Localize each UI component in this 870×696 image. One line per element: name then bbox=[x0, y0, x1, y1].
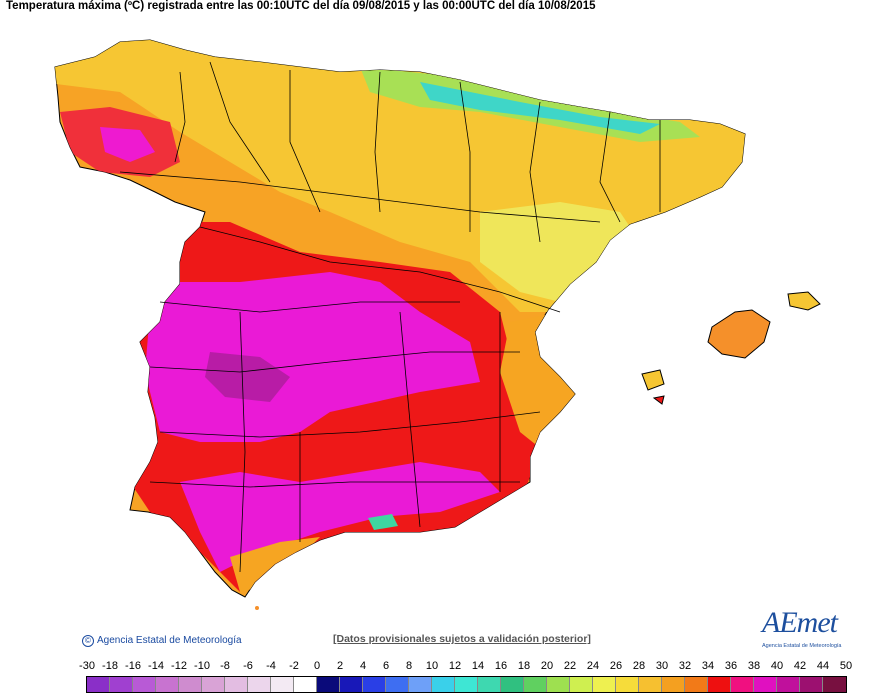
legend-color-swatch bbox=[317, 677, 340, 692]
legend-color-swatch bbox=[524, 677, 547, 692]
legend-label: 40 bbox=[770, 660, 784, 672]
legend-color-swatch bbox=[593, 677, 616, 692]
legend-color-swatch bbox=[478, 677, 501, 692]
legend-color-swatch bbox=[754, 677, 777, 692]
legend-color-swatch bbox=[248, 677, 271, 692]
island-mallorca bbox=[707, 309, 771, 359]
legend-color-swatch bbox=[731, 677, 754, 692]
legend-color-swatch bbox=[202, 677, 225, 692]
legend-label: 42 bbox=[793, 660, 807, 672]
legend-color-swatch bbox=[685, 677, 708, 692]
province-borders bbox=[119, 61, 661, 573]
legend-label: 20 bbox=[540, 660, 554, 672]
zone-magenta-core bbox=[145, 272, 480, 442]
legend-label: 16 bbox=[494, 660, 508, 672]
agency-credit[interactable]: © Agencia Estatal de Meteorología bbox=[82, 635, 242, 647]
zone-magenta-south bbox=[180, 462, 500, 572]
legend-label: -16 bbox=[125, 660, 141, 672]
legend-label: 0 bbox=[313, 660, 321, 672]
legend-label: 6 bbox=[382, 660, 390, 672]
legend-color-swatch bbox=[179, 677, 202, 692]
legend-color-bar bbox=[86, 676, 847, 693]
legend-label: -30 bbox=[79, 660, 95, 672]
legend-label: 38 bbox=[747, 660, 761, 672]
legend-label: 28 bbox=[632, 660, 646, 672]
aemet-logo: AEmet bbox=[762, 606, 838, 639]
zone-galicia-magenta bbox=[100, 127, 155, 162]
legend-label: 4 bbox=[359, 660, 367, 672]
spot-ceuta bbox=[255, 606, 259, 610]
legend-color-swatch bbox=[340, 677, 363, 692]
legend-color-swatch bbox=[708, 677, 731, 692]
island-menorca bbox=[787, 291, 821, 311]
legend-label: -18 bbox=[102, 660, 118, 672]
legend-label: 10 bbox=[425, 660, 439, 672]
legend-label: -10 bbox=[194, 660, 210, 672]
legend-color-swatch bbox=[409, 677, 432, 692]
legend-color-swatch bbox=[363, 677, 386, 692]
legend-label: 26 bbox=[609, 660, 623, 672]
legend-label: 34 bbox=[701, 660, 715, 672]
legend-label: 2 bbox=[336, 660, 344, 672]
legend-label: 30 bbox=[655, 660, 669, 672]
zone-purple-hotspot bbox=[205, 352, 290, 402]
map-title: Temperatura máxima (ºC) registrada entre… bbox=[6, 0, 596, 12]
legend-label: 36 bbox=[724, 660, 738, 672]
legend-label: 50 bbox=[839, 660, 853, 672]
legend-color-swatch bbox=[156, 677, 179, 692]
zone-ebro-light bbox=[480, 202, 640, 302]
legend-label: 18 bbox=[517, 660, 531, 672]
copyright-icon: © bbox=[82, 635, 94, 647]
legend-color-swatch bbox=[294, 677, 317, 692]
legend-label: -2 bbox=[289, 660, 299, 672]
temperature-map bbox=[0, 12, 870, 612]
legend-label: -4 bbox=[266, 660, 276, 672]
legend-color-swatch bbox=[386, 677, 409, 692]
legend-color-swatch bbox=[501, 677, 524, 692]
legend-color-swatch bbox=[225, 677, 248, 692]
legend-label: -12 bbox=[171, 660, 187, 672]
legend-color-swatch bbox=[570, 677, 593, 692]
legend-label: 14 bbox=[471, 660, 485, 672]
legend-label: 32 bbox=[678, 660, 692, 672]
legend-color-swatch bbox=[777, 677, 800, 692]
legend-label: 8 bbox=[405, 660, 413, 672]
legend-color-swatch bbox=[616, 677, 639, 692]
zone-sierra-cool bbox=[368, 514, 398, 530]
legend-color-swatch bbox=[547, 677, 570, 692]
legend-label: -6 bbox=[243, 660, 253, 672]
legend-label: 22 bbox=[563, 660, 577, 672]
legend-color-swatch bbox=[110, 677, 133, 692]
legend-color-swatch bbox=[639, 677, 662, 692]
legend-label: -14 bbox=[148, 660, 164, 672]
provisional-data-notice[interactable]: [Datos provisionales sujetos a validació… bbox=[333, 633, 591, 645]
island-formentera bbox=[652, 395, 665, 405]
island-ibiza bbox=[641, 369, 665, 391]
aemet-logo-subtitle: Agencia Estatal de Meteorología bbox=[762, 643, 842, 649]
spain-temperature-map bbox=[54, 39, 821, 610]
legend-label: 44 bbox=[816, 660, 830, 672]
legend-color-swatch bbox=[823, 677, 846, 692]
legend-color-swatch bbox=[133, 677, 156, 692]
legend-color-swatch bbox=[800, 677, 823, 692]
legend-label: -8 bbox=[220, 660, 230, 672]
legend-color-swatch bbox=[87, 677, 110, 692]
legend-color-swatch bbox=[432, 677, 455, 692]
legend-color-swatch bbox=[455, 677, 478, 692]
legend-color-swatch bbox=[271, 677, 294, 692]
agency-credit-text: Agencia Estatal de Meteorología bbox=[97, 635, 242, 646]
zone-cantabrian-cyan bbox=[420, 82, 660, 134]
legend-label: 24 bbox=[586, 660, 600, 672]
legend-label: 12 bbox=[448, 660, 462, 672]
legend-color-swatch bbox=[662, 677, 685, 692]
